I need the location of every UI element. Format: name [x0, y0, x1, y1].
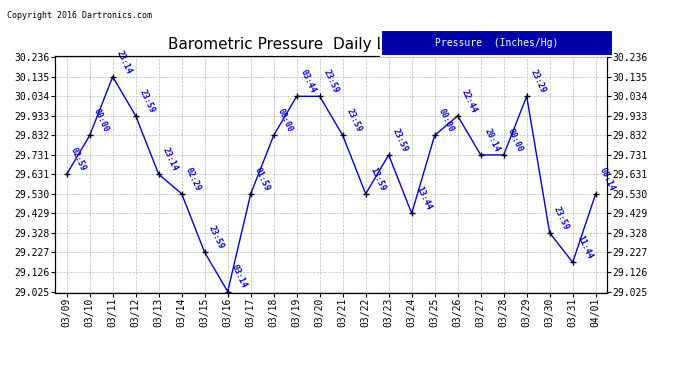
- Text: 23:59: 23:59: [345, 107, 364, 134]
- Text: 01:59: 01:59: [253, 166, 272, 192]
- Text: 02:59: 02:59: [69, 146, 88, 173]
- Text: 13:59: 13:59: [368, 166, 386, 192]
- Title: Barometric Pressure  Daily Low  20160402: Barometric Pressure Daily Low 20160402: [168, 37, 494, 52]
- Text: 00:00: 00:00: [437, 107, 455, 134]
- Text: 03:14: 03:14: [230, 264, 248, 290]
- Text: 20:14: 20:14: [483, 127, 502, 153]
- Text: 23:14: 23:14: [115, 49, 134, 75]
- FancyBboxPatch shape: [381, 30, 613, 56]
- Text: 00:00: 00:00: [92, 107, 110, 134]
- Text: 00:00: 00:00: [506, 127, 524, 153]
- Text: 23:59: 23:59: [552, 205, 571, 231]
- Text: 03:44: 03:44: [299, 68, 317, 95]
- Text: 13:44: 13:44: [414, 185, 433, 212]
- Text: 11:44: 11:44: [575, 234, 593, 261]
- Text: 23:14: 23:14: [161, 146, 179, 173]
- Text: 23:59: 23:59: [391, 127, 410, 153]
- Text: 23:59: 23:59: [138, 88, 157, 114]
- Text: 02:29: 02:29: [184, 166, 203, 192]
- Text: 23:29: 23:29: [529, 68, 548, 95]
- Text: Copyright 2016 Dartronics.com: Copyright 2016 Dartronics.com: [7, 11, 152, 20]
- Text: 00:14: 00:14: [598, 166, 617, 192]
- Text: Pressure  (Inches/Hg): Pressure (Inches/Hg): [435, 38, 558, 48]
- Text: 23:59: 23:59: [322, 68, 341, 95]
- Text: 00:00: 00:00: [276, 107, 295, 134]
- Text: 22:44: 22:44: [460, 88, 479, 114]
- Text: 23:59: 23:59: [207, 225, 226, 251]
